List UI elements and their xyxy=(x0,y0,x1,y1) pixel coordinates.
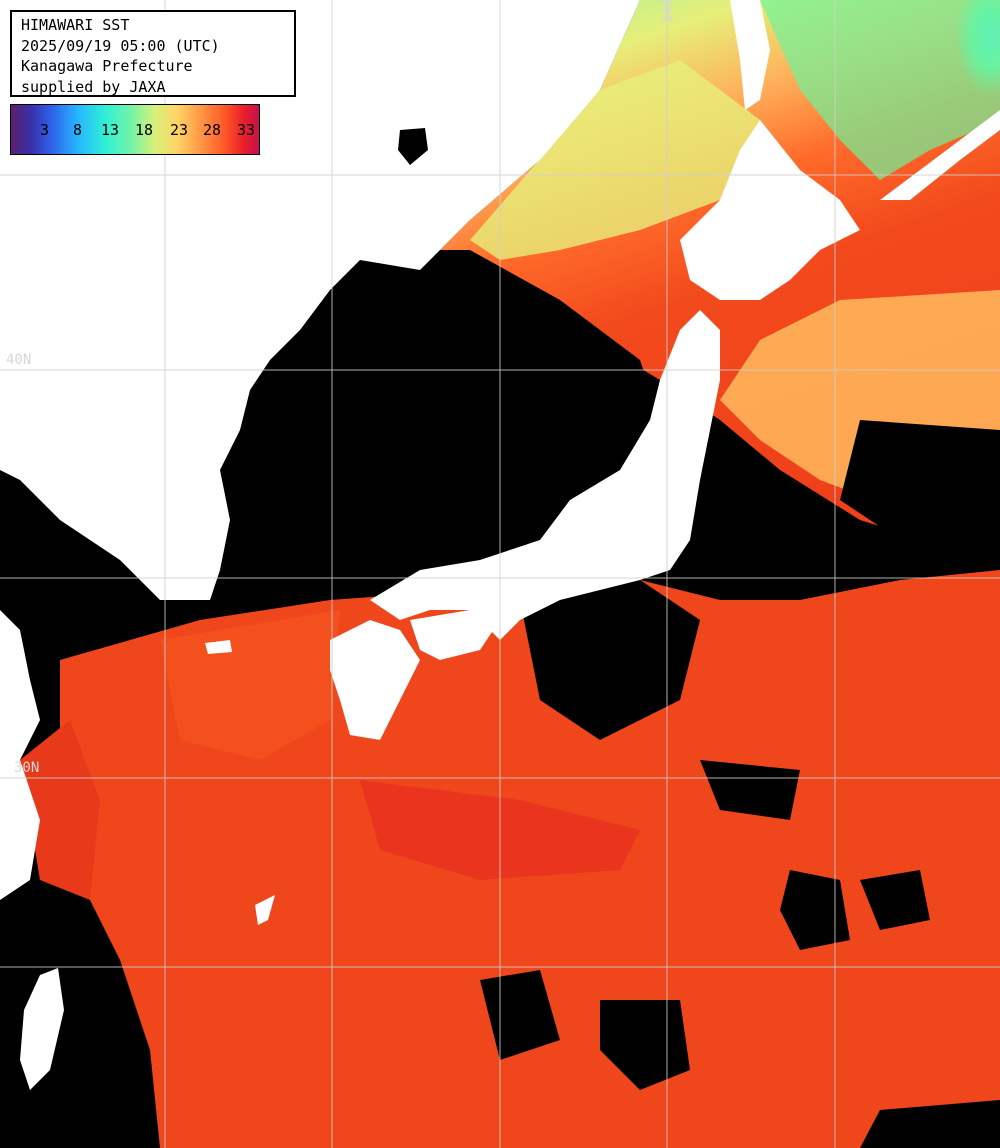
cloud-patch-1 xyxy=(780,870,850,950)
title-line-2: 2025/09/19 05:00 (UTC) xyxy=(21,36,220,55)
land-honshu xyxy=(370,310,720,640)
land-shikoku xyxy=(410,610,500,660)
land-sakhalin xyxy=(730,0,770,110)
cloud-patch-south-japan xyxy=(520,580,700,740)
title-box: HIMAWARI SST 2025/09/19 05:00 (UTC) Kana… xyxy=(10,10,296,97)
cloud-patch-japan-sea xyxy=(350,250,660,500)
land-kyushu xyxy=(330,620,420,740)
lon-label-140e: 140E xyxy=(660,0,676,24)
land-kurils xyxy=(880,110,1000,200)
legend-tick-13: 13 xyxy=(101,121,120,139)
legend-tick-33: 33 xyxy=(237,121,256,139)
lat-label-40n: 40N xyxy=(6,352,32,368)
lat-label-30n: 30N xyxy=(14,760,40,776)
land-taiwan xyxy=(20,968,64,1090)
cloud-patch-2 xyxy=(860,870,930,930)
legend-tick-labels: 3 8 13 18 23 28 33 xyxy=(11,105,259,154)
land-okinawa xyxy=(255,895,275,925)
land-china-coast xyxy=(0,610,40,900)
title-line-1: HIMAWARI SST xyxy=(21,16,130,34)
yellow-band xyxy=(470,60,760,260)
land-small-island xyxy=(398,128,428,165)
coastal-warm xyxy=(20,720,100,900)
legend-tick-3: 3 xyxy=(40,121,50,139)
cloud-patch-6 xyxy=(700,760,800,820)
land-jeju xyxy=(205,640,232,654)
legend-tick-28: 28 xyxy=(203,121,222,139)
land-hokkaido xyxy=(680,120,860,300)
title-line-3: Kanagawa Prefecture xyxy=(21,57,193,75)
legend-tick-18: 18 xyxy=(135,121,154,139)
east-china-sea xyxy=(160,610,340,760)
green-band xyxy=(760,0,1000,180)
legend-tick-8: 8 xyxy=(73,121,83,139)
color-legend: 3 8 13 18 23 28 33 xyxy=(10,104,260,155)
cloud-patch-pacific-east xyxy=(840,420,1000,560)
cloud-patch-5 xyxy=(860,1100,1000,1148)
title-line-4: supplied by JAXA xyxy=(21,77,166,96)
legend-tick-23: 23 xyxy=(170,121,189,139)
